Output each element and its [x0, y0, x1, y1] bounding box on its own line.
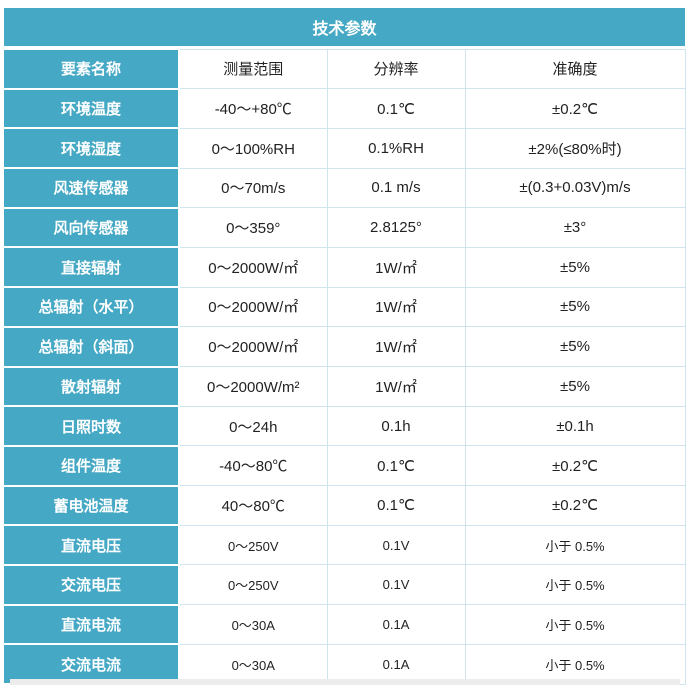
- row-range: 0～2000W/㎡: [178, 326, 328, 367]
- row-range: 0～100%RH: [178, 127, 328, 169]
- row-name: 交流电压: [4, 563, 180, 606]
- row-resolution: 0.1℃: [326, 445, 466, 487]
- row-range: 0～24h: [178, 405, 328, 447]
- row-accuracy: ±3°: [464, 207, 686, 248]
- row-range: 0～250V: [178, 564, 328, 606]
- row-name: 日照时数: [4, 405, 180, 447]
- row-name: 直流电流: [4, 603, 180, 646]
- row-accuracy: ±0.2℃: [464, 445, 686, 487]
- table-row: 风速传感器 0～70m/s 0.1 m/s ±(0.3+0.03V)m/s: [4, 167, 686, 209]
- header-range: 测量范围: [178, 48, 328, 90]
- row-name: 交流电流: [4, 643, 180, 685]
- spec-table-container: 技术参数 要素名称 测量范围 分辨率 准确度 环境温度 -40～+80℃ 0.1℃ ±…: [4, 8, 686, 685]
- row-name: 组件温度: [4, 444, 180, 487]
- row-resolution: 1W/㎡: [326, 286, 466, 328]
- row-resolution: 0.1 m/s: [326, 167, 466, 209]
- bottom-shadow-bar: [10, 679, 680, 685]
- row-accuracy: ±(0.3+0.03V)m/s: [464, 167, 686, 209]
- row-name: 环境湿度: [4, 127, 180, 170]
- row-accuracy: ±2%(≤80%时): [464, 127, 686, 169]
- row-range: 0～2000W/㎡: [178, 246, 328, 288]
- row-range: 0～2000W/m²: [178, 366, 328, 407]
- header-accuracy: 准确度: [464, 48, 686, 90]
- row-accuracy: ±0.2℃: [464, 88, 686, 129]
- table-row: 组件温度 -40～80℃ 0.1℃ ±0.2℃: [4, 444, 686, 487]
- table-row: 总辐射（斜面） 0～2000W/㎡ 1W/㎡ ±5%: [4, 325, 686, 368]
- row-name: 风速传感器: [4, 167, 180, 209]
- row-name: 总辐射（水平）: [4, 286, 180, 328]
- row-resolution: 0.1h: [326, 405, 466, 447]
- row-name: 风向传感器: [4, 206, 180, 249]
- table-row: 总辐射（水平） 0～2000W/㎡ 1W/㎡ ±5%: [4, 286, 686, 328]
- row-resolution: 1W/㎡: [326, 246, 466, 288]
- table-row: 直接辐射 0～2000W/㎡ 1W/㎡ ±5%: [4, 246, 686, 289]
- table-row: 环境湿度 0～100%RH 0.1%RH ±2%(≤80%时): [4, 127, 686, 170]
- row-range: 0～70m/s: [178, 167, 328, 209]
- row-accuracy: ±5%: [464, 246, 686, 288]
- row-accuracy: ±5%: [464, 366, 686, 407]
- row-accuracy: 小于 0.5%: [464, 524, 686, 566]
- row-accuracy: ±5%: [464, 286, 686, 328]
- row-resolution: 0.1A: [326, 643, 466, 685]
- header-row: 要素名称 测量范围 分辨率 准确度: [4, 48, 686, 90]
- row-accuracy: ±0.2℃: [464, 485, 686, 526]
- table-row: 蓄电池温度 40～80℃ 0.1℃ ±0.2℃: [4, 484, 686, 527]
- table-row: 直流电流 0～30A 0.1A 小于 0.5%: [4, 603, 686, 646]
- row-resolution: 0.1V: [326, 524, 466, 566]
- table-row: 环境温度 -40～+80℃ 0.1℃ ±0.2℃: [4, 87, 686, 130]
- row-range: 0～30A: [178, 643, 328, 685]
- row-resolution: 0.1A: [326, 604, 466, 645]
- row-resolution: 1W/㎡: [326, 366, 466, 407]
- table-row: 风向传感器 0～359° 2.8125° ±3°: [4, 206, 686, 249]
- table-row: 散射辐射 0～2000W/m² 1W/㎡ ±5%: [4, 365, 686, 408]
- row-name: 散射辐射: [4, 365, 180, 408]
- row-range: 40～80℃: [178, 485, 328, 526]
- spec-table: 要素名称 测量范围 分辨率 准确度 环境温度 -40～+80℃ 0.1℃ ±0.2℃ 环…: [4, 48, 686, 685]
- row-name: 总辐射（斜面）: [4, 325, 180, 368]
- row-resolution: 0.1℃: [326, 485, 466, 526]
- row-resolution: 2.8125°: [326, 207, 466, 248]
- row-range: 0～250V: [178, 524, 328, 566]
- table-row: 日照时数 0～24h 0.1h ±0.1h: [4, 405, 686, 447]
- table-title: 技术参数: [4, 8, 685, 48]
- header-resolution: 分辨率: [326, 48, 466, 90]
- row-accuracy: ±5%: [464, 326, 686, 367]
- row-accuracy: 小于 0.5%: [464, 564, 686, 606]
- row-range: -40～80℃: [178, 445, 328, 487]
- row-resolution: 0.1%RH: [326, 127, 466, 169]
- row-accuracy: 小于 0.5%: [464, 604, 686, 645]
- table-row: 交流电流 0～30A 0.1A 小于 0.5%: [4, 643, 686, 685]
- spec-table-body: 要素名称 测量范围 分辨率 准确度 环境温度 -40～+80℃ 0.1℃ ±0.2℃ 环…: [4, 48, 686, 685]
- row-accuracy: ±0.1h: [464, 405, 686, 447]
- table-row: 直流电压 0～250V 0.1V 小于 0.5%: [4, 524, 686, 566]
- row-range: 0～30A: [178, 604, 328, 645]
- header-element: 要素名称: [4, 48, 180, 90]
- row-name: 蓄电池温度: [4, 484, 180, 527]
- row-range: 0～2000W/㎡: [178, 286, 328, 328]
- row-range: 0～359°: [178, 207, 328, 248]
- row-name: 直接辐射: [4, 246, 180, 289]
- row-range: -40～+80℃: [178, 88, 328, 129]
- table-row: 交流电压 0～250V 0.1V 小于 0.5%: [4, 563, 686, 606]
- row-resolution: 0.1V: [326, 564, 466, 606]
- row-resolution: 1W/㎡: [326, 326, 466, 367]
- row-name: 直流电压: [4, 524, 180, 566]
- row-name: 环境温度: [4, 87, 180, 130]
- row-resolution: 0.1℃: [326, 88, 466, 129]
